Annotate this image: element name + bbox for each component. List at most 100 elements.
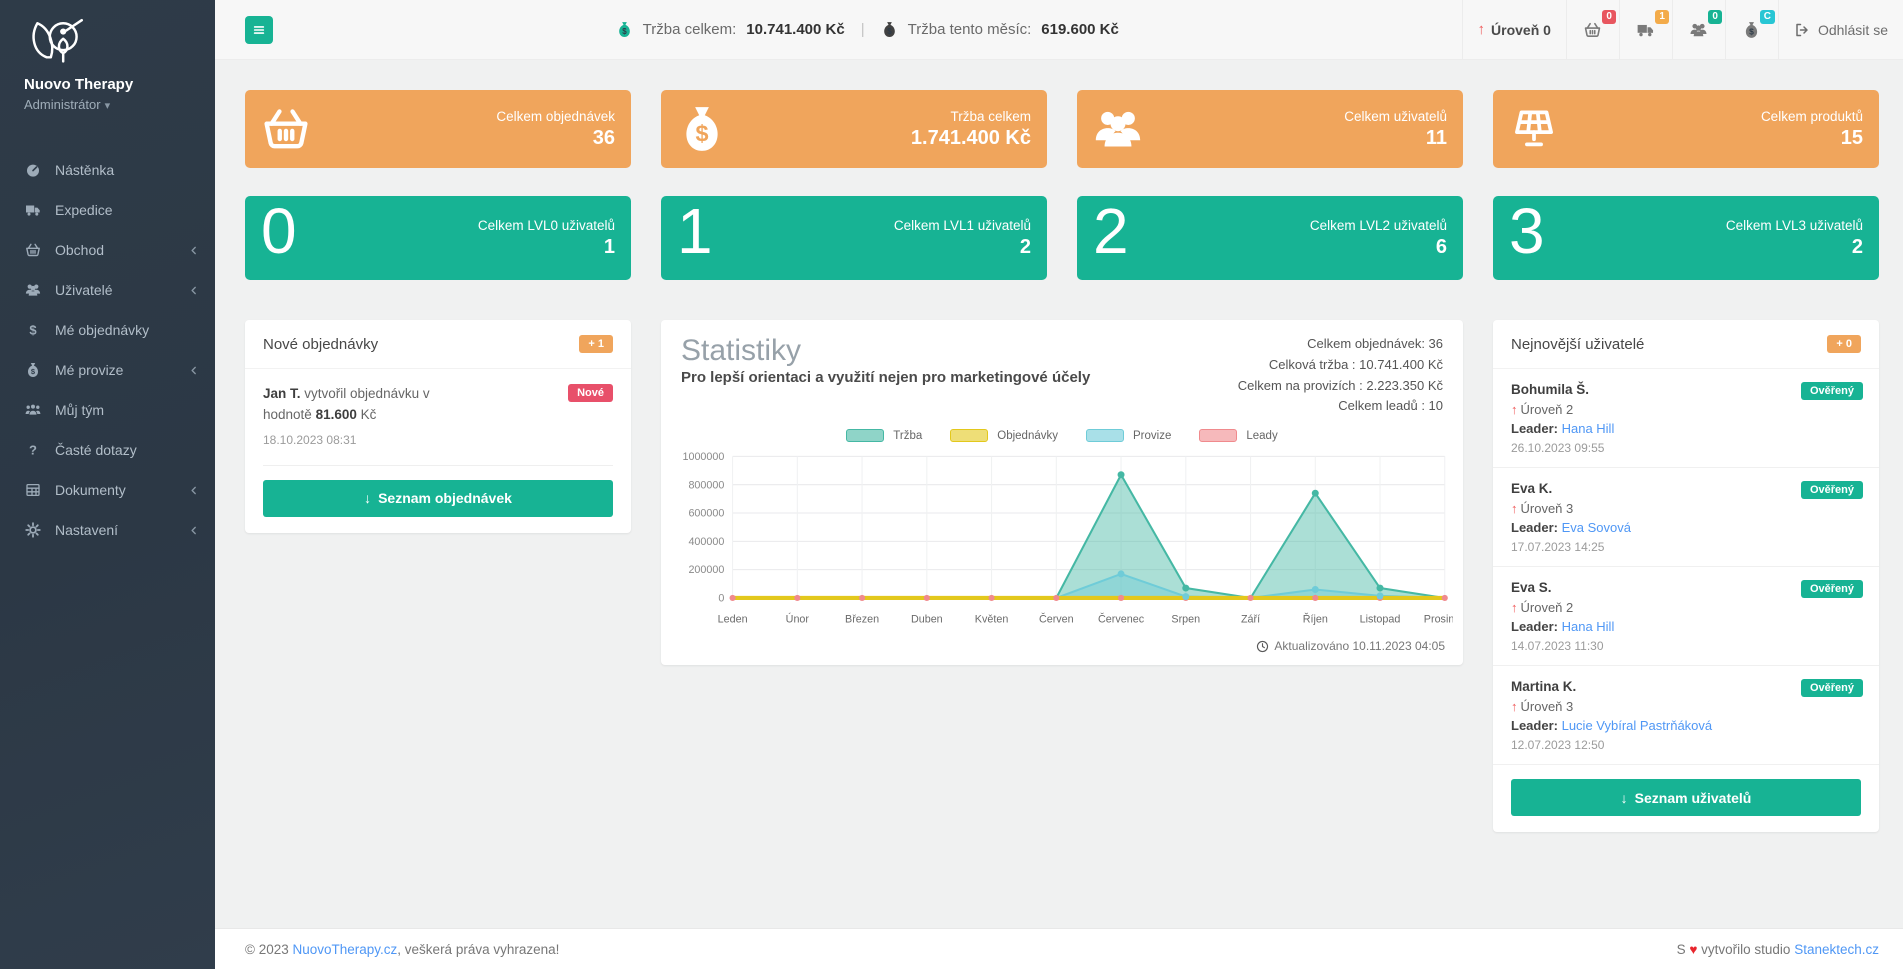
legend-swatch: [1199, 429, 1238, 443]
order-status-badge: Nové: [568, 384, 613, 402]
main-content: Celkem objednávek 36 $ Tržba celkem 1.74…: [215, 60, 1903, 969]
level-number: 1: [677, 196, 713, 267]
user-entry[interactable]: Ověřený Eva K. ↑ Úroveň 3 Leader: Eva Sov…: [1493, 468, 1879, 567]
level-number: 3: [1509, 196, 1545, 267]
svg-text:Červenec: Červenec: [1098, 613, 1145, 626]
stat-card-value: 15: [1840, 126, 1863, 149]
sidebar-item-nastenka[interactable]: Nástěnka: [0, 150, 215, 190]
stats-summary-line: Celková tržba : 10.741.400 Kč: [1268, 356, 1443, 372]
newest-users-panel: Nejnovější uživatelé + 0 Ověřený Bohumil…: [1493, 320, 1879, 832]
nav-basket-button[interactable]: 0: [1565, 0, 1619, 59]
legend-swatch: [1086, 429, 1124, 443]
sidebar-item-nastaveni[interactable]: Nastavení: [0, 510, 215, 550]
sidebar-item-caste-dotazy[interactable]: ? Časté dotazy: [0, 430, 215, 470]
statistics-subtitle: Pro lepší orientaci a využití nejen pro …: [681, 369, 1091, 386]
level-number: 2: [1093, 196, 1129, 267]
svg-text:Září: Září: [1241, 614, 1260, 626]
heart-icon: ♥: [1689, 941, 1698, 957]
nav-users-button[interactable]: 0: [1671, 0, 1725, 59]
orders-list-button[interactable]: ↓ Seznam objednávek: [263, 479, 613, 517]
truck-icon: 1: [1635, 9, 1669, 40]
legend-item-objednavky[interactable]: Objednávky: [950, 429, 1058, 443]
user-leader: Leader: Lucie Vybíral Pastrňáková: [1511, 718, 1713, 733]
logout-button[interactable]: Odhlásit se: [1777, 0, 1903, 59]
panels-row: Nové objednávky + 1 Nové Jan T. vytvořil…: [245, 320, 1879, 832]
chart-area: 0 200000 400000 600000 800000 1000000 Leden Úno…: [661, 442, 1463, 635]
up-arrow-icon: ↑: [1477, 21, 1486, 38]
table-icon: [24, 482, 42, 498]
svg-text:Duben: Duben: [911, 614, 943, 626]
separator: |: [860, 21, 865, 38]
users-list-button[interactable]: ↓ Seznam uživatelů: [1511, 779, 1861, 816]
level-card-lvl1[interactable]: 1 Celkem LVL1 uživatelů 2: [661, 196, 1047, 280]
up-arrow-icon: ↑: [1511, 699, 1518, 714]
nav-moneybag-button[interactable]: $ C: [1724, 0, 1778, 59]
sidebar-item-me-provize[interactable]: $ Mé provize: [0, 350, 215, 390]
stat-card-celkem-produktu[interactable]: Celkem produktů 15: [1493, 90, 1879, 168]
revenue-month-value: 619.600 Kč: [1041, 21, 1119, 38]
svg-text:1000000: 1000000: [682, 451, 724, 463]
users-panel-footer: ↓ Seznam uživatelů: [1493, 765, 1879, 832]
sidebar-item-me-objednavky[interactable]: $ Mé objednávky: [0, 310, 215, 350]
stat-card-trzba-celkem[interactable]: $ Tržba celkem 1.741.400 Kč: [661, 90, 1047, 168]
svg-text:800000: 800000: [688, 479, 724, 491]
stat-card-celkem-objednavek[interactable]: Celkem objednávek 36: [245, 90, 631, 168]
footer-site-link[interactable]: NuovoTherapy.cz: [292, 941, 398, 957]
solar-icon: [1509, 104, 1559, 154]
svg-text:$: $: [29, 323, 37, 338]
level-card-lvl0[interactable]: 0 Celkem LVL0 uživatelů 1: [245, 196, 631, 280]
nav-truck-button[interactable]: 1: [1618, 0, 1672, 59]
sidebar-item-uzivatele[interactable]: Uživatelé: [0, 270, 215, 310]
user-name: Eva K.: [1511, 481, 1553, 496]
user-date: 14.07.2023 11:30: [1511, 639, 1604, 653]
new-users-count-badge: + 0: [1827, 335, 1861, 353]
order-entry[interactable]: Nové Jan T. vytvořil objednávku v hodnot…: [245, 369, 631, 459]
legend-item-leady[interactable]: Leady: [1199, 429, 1278, 443]
hamburger-menu-button[interactable]: [245, 16, 273, 44]
svg-text:Květen: Květen: [975, 614, 1009, 626]
svg-text:Srpen: Srpen: [1171, 614, 1200, 626]
level-card-lvl3[interactable]: 3 Celkem LVL3 uživatelů 2: [1493, 196, 1879, 280]
level-card-lvl2[interactable]: 2 Celkem LVL2 uživatelů 6: [1077, 196, 1463, 280]
level-indicator[interactable]: ↑ Úroveň 0: [1461, 0, 1566, 59]
user-entry[interactable]: Ověřený Bohumila Š. ↑ Úroveň 2 Leader: Ha…: [1493, 369, 1879, 468]
svg-text:Červen: Červen: [1039, 613, 1074, 626]
stat-card-celkem-uzivatelu[interactable]: Celkem uživatelů 11: [1077, 90, 1463, 168]
legend-item-trzba[interactable]: Tržba: [846, 429, 922, 443]
legend-item-provize[interactable]: Provize: [1086, 429, 1171, 443]
level-card-label: Celkem LVL1 uživatelů: [893, 217, 1031, 233]
user-level: ↑ Úroveň 2: [1511, 402, 1574, 417]
role-dropdown[interactable]: Administrátor ▾: [24, 97, 111, 112]
new-orders-count-badge: + 1: [579, 335, 613, 353]
sidebar-item-obchod[interactable]: Obchod: [0, 230, 215, 270]
chart-updated-line: Aktualizováno 10.11.2023 04:05: [661, 635, 1463, 665]
moneybag-icon: $: [881, 21, 898, 38]
sidebar-item-dokumenty[interactable]: Dokumenty: [0, 470, 215, 510]
leader-link[interactable]: Lucie Vybíral Pastrňáková: [1561, 718, 1713, 733]
footer-studio-link[interactable]: Stanektech.cz: [1794, 941, 1879, 957]
stat-card-label: Celkem produktů: [1760, 108, 1863, 124]
user-entry[interactable]: Ověřený Martina K. ↑ Úroveň 3 Leader: Luc…: [1493, 666, 1879, 765]
question-icon: ?: [24, 442, 42, 458]
sidebar-item-expedice[interactable]: Expedice: [0, 190, 215, 230]
svg-text:Prosinec: Prosinec: [1424, 614, 1453, 626]
footer-credit: S ♥ vytvořilo studio Stanektech.cz: [1676, 941, 1879, 957]
caret-down-icon: ▾: [104, 100, 111, 112]
leader-link[interactable]: Hana Hill: [1561, 421, 1615, 436]
verified-badge: Ověřený: [1800, 679, 1863, 697]
new-orders-header: Nové objednávky + 1: [245, 320, 631, 369]
svg-text:$: $: [31, 367, 36, 376]
user-entry[interactable]: Ověřený Eva S. ↑ Úroveň 2 Leader: Hana Hi…: [1493, 567, 1879, 666]
leader-link[interactable]: Eva Sovová: [1561, 520, 1631, 535]
sidebar-item-muj-tym[interactable]: Můj tým: [0, 390, 215, 430]
chevron-left-icon: [188, 485, 199, 496]
topbar: $ Tržba celkem: 10.741.400 Kč | $ Tržba …: [215, 0, 1903, 60]
team-icon: [24, 402, 42, 418]
stat-card-value: 36: [592, 126, 615, 149]
level-card-value: 2: [1851, 235, 1863, 258]
user-leader: Leader: Hana Hill: [1511, 421, 1615, 436]
down-arrow-icon: ↓: [1620, 789, 1628, 806]
svg-text:$: $: [695, 121, 708, 147]
verified-badge: Ověřený: [1800, 382, 1863, 400]
leader-link[interactable]: Hana Hill: [1561, 619, 1615, 634]
